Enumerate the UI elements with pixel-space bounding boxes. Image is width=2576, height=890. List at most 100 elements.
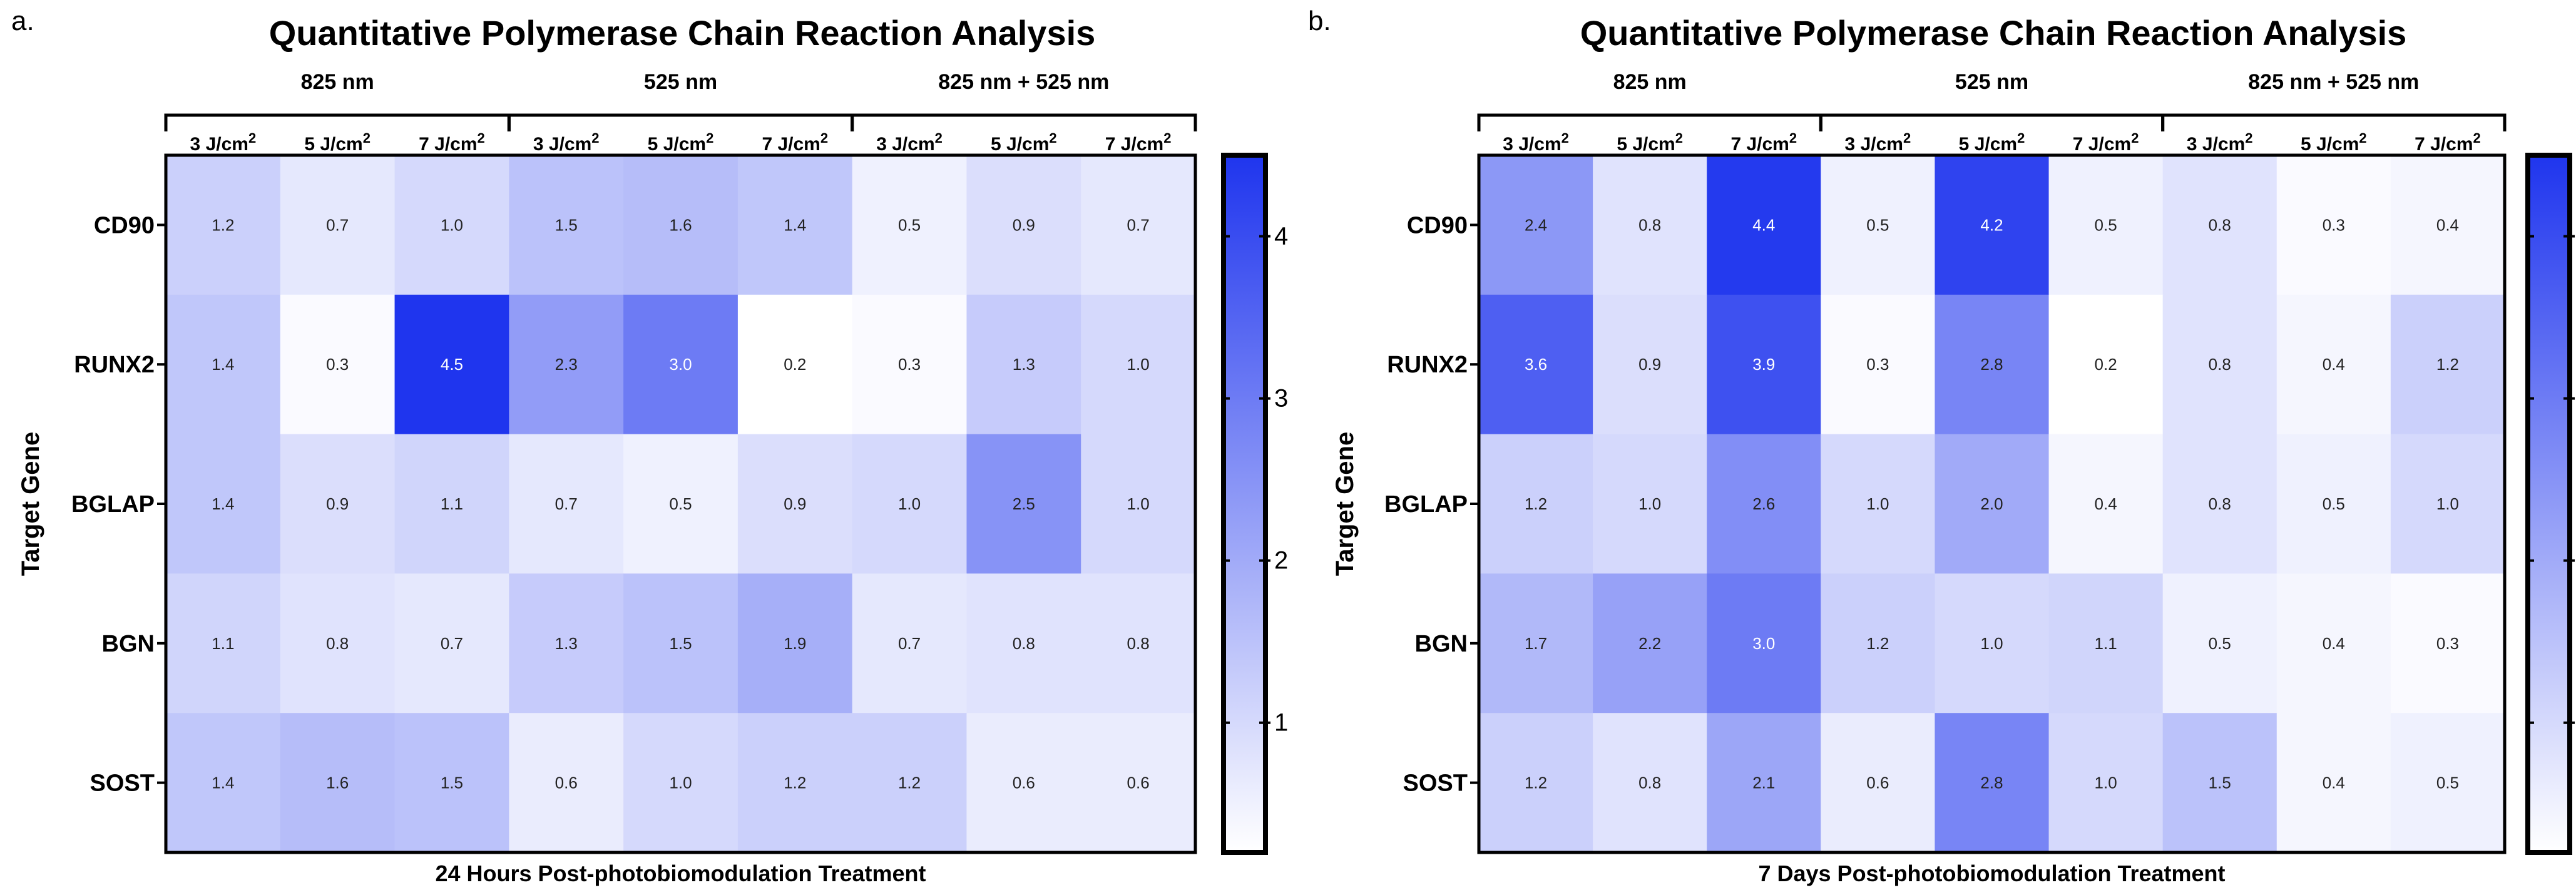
column-tick-label: 5 J/cm2 <box>1959 130 2025 155</box>
row-tick-label: SOST <box>90 770 155 797</box>
cell-value-label: 0.5 <box>2095 215 2117 234</box>
heatmap-cell <box>966 155 1081 295</box>
cell-value-label: 1.2 <box>212 215 234 234</box>
cell-value-label: 0.8 <box>1638 215 1661 234</box>
column-tick-label: 7 J/cm2 <box>1730 130 1797 155</box>
cell-value-label: 1.0 <box>1127 494 1150 513</box>
heatmap-cell <box>2390 573 2505 714</box>
heatmap-cell <box>2390 713 2505 853</box>
cell-value-label: 1.0 <box>669 774 692 792</box>
heatmap-cell <box>1479 434 1593 574</box>
column-tick-label: 7 J/cm2 <box>1105 130 1172 155</box>
cell-value-label: 1.2 <box>1525 494 1547 513</box>
heatmap-cell <box>509 294 624 435</box>
heatmap-cell <box>852 155 968 295</box>
cell-value-label: 1.4 <box>784 215 806 234</box>
cell-value-label: 1.0 <box>1980 634 2003 653</box>
cell-value-label: 1.0 <box>2436 494 2459 513</box>
group-label: 825 nm <box>1613 70 1687 94</box>
cell-value-label: 0.5 <box>1866 215 1889 234</box>
heatmap-cell <box>1593 713 1707 853</box>
cell-value-label: 2.2 <box>1638 634 1661 653</box>
cell-value-label: 1.3 <box>555 634 578 653</box>
heatmap-cell <box>166 294 281 435</box>
cell-value-label: 1.0 <box>441 215 463 234</box>
column-tick-label: 5 J/cm2 <box>2301 130 2367 155</box>
group-bracket <box>1819 113 2165 131</box>
heatmap-cell <box>509 573 624 714</box>
heatmap-cell <box>394 573 509 714</box>
panel-label: a. <box>11 6 34 36</box>
heatmap-cell <box>1935 573 2050 714</box>
group-bracket <box>1477 113 1822 131</box>
heatmap-cell <box>852 573 968 714</box>
heatmap-cell <box>280 155 396 295</box>
cell-value-label: 0.6 <box>1127 774 1150 792</box>
cell-value-label: 0.8 <box>1127 634 1150 653</box>
heatmap-cell <box>852 434 968 574</box>
cell-value-label: 1.4 <box>212 355 234 374</box>
heatmap-cell <box>394 294 509 435</box>
heatmap-cell <box>737 434 853 574</box>
cell-value-label: 1.6 <box>669 215 692 234</box>
heatmap-cell <box>2162 713 2277 853</box>
heatmap-cell <box>1081 155 1196 295</box>
colorbar <box>2525 153 2572 855</box>
heatmap-cell <box>623 434 739 574</box>
cell-value-label: 0.7 <box>898 634 921 653</box>
cell-value-label: 2.5 <box>1013 494 1035 513</box>
heatmap-cell <box>1821 573 1936 714</box>
cell-value-label: 0.5 <box>2436 774 2459 792</box>
cell-value-label: 1.2 <box>1525 774 1547 792</box>
heatmap-cell <box>2276 573 2391 714</box>
cell-value-label: 1.5 <box>2209 774 2231 792</box>
chart-title: Quantitative Polymerase Chain Reaction A… <box>1580 13 2407 53</box>
column-tick-label: 3 J/cm2 <box>2187 130 2253 155</box>
cell-value-label: 0.8 <box>1013 634 1035 653</box>
cell-value-label: 1.0 <box>1638 494 1661 513</box>
heatmap-cell <box>1935 434 2050 574</box>
cell-value-label: 0.9 <box>1013 215 1035 234</box>
heatmap-panel-b: b. Quantitative Polymerase Chain Reaction… <box>1308 6 2575 886</box>
cell-value-label: 0.7 <box>441 634 463 653</box>
heatmap-cell <box>280 713 396 853</box>
colorbar-tick-label: 1 <box>1274 709 1288 737</box>
cell-value-label: 0.6 <box>1013 774 1035 792</box>
chart-title: Quantitative Polymerase Chain Reaction A… <box>269 13 1096 53</box>
cell-value-label: 1.0 <box>1866 494 1889 513</box>
heatmap-cell <box>509 155 624 295</box>
cell-value-label: 0.9 <box>326 494 349 513</box>
cell-value-label: 0.5 <box>669 494 692 513</box>
heatmap-cell <box>509 713 624 853</box>
group-label: 825 nm <box>301 70 374 94</box>
cell-value-label: 0.3 <box>898 355 921 374</box>
heatmap-cell <box>966 713 1081 853</box>
cell-value-label: 0.8 <box>2209 215 2231 234</box>
heatmap-cell <box>2048 155 2164 295</box>
row-tick-label: CD90 <box>94 212 155 238</box>
cell-value-label: 1.3 <box>1013 355 1035 374</box>
heatmap-cell <box>394 713 509 853</box>
cell-value-label: 0.7 <box>555 494 578 513</box>
cell-value-label: 0.4 <box>2323 355 2345 374</box>
cell-value-label: 1.0 <box>1127 355 1150 374</box>
y-axis-label: Target Gene <box>17 432 44 576</box>
heatmap-cell <box>2162 294 2277 435</box>
cell-value-label: 1.7 <box>1525 634 1547 653</box>
cell-value-label: 0.8 <box>2209 355 2231 374</box>
heatmap-cell <box>2048 294 2164 435</box>
heatmap-cell <box>2276 155 2391 295</box>
column-tick-label: 7 J/cm2 <box>762 130 828 155</box>
heatmap-cell <box>1479 155 1593 295</box>
heatmap-cell <box>280 573 396 714</box>
heatmap-cell <box>1479 294 1593 435</box>
group-bracket <box>507 113 854 131</box>
cell-value-label: 0.9 <box>784 494 806 513</box>
heatmap-cell <box>1935 294 2050 435</box>
cell-value-label: 2.1 <box>1752 774 1775 792</box>
cell-value-label: 1.1 <box>2095 634 2117 653</box>
heatmap-cell <box>1707 573 1821 714</box>
column-tick-label: 3 J/cm2 <box>533 130 600 155</box>
cell-value-label: 0.8 <box>2209 494 2231 513</box>
y-axis-label: Target Gene <box>1331 432 1359 576</box>
